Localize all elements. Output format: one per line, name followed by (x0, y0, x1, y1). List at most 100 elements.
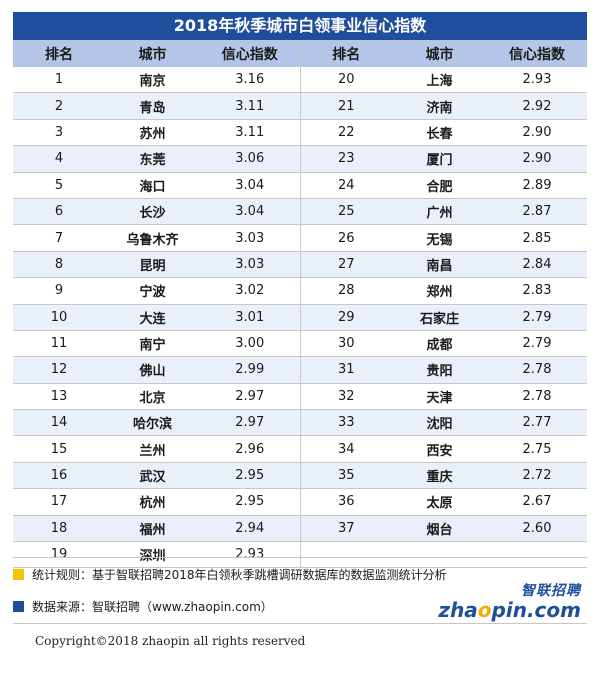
cell-rank-right: 28 (300, 277, 392, 305)
cell-city-right: 无锡 (392, 224, 487, 252)
cell-index-left: 3.11 (200, 92, 301, 120)
cell-city-left: 大连 (105, 304, 200, 331)
cell-city-left: 东莞 (105, 145, 200, 173)
blue-square-icon (13, 601, 24, 612)
cell-city-left: 哈尔滨 (105, 409, 200, 437)
source-note: 数据来源：智联招聘（www.zhaopin.com） (13, 598, 273, 615)
cell-city-left: 兰州 (105, 435, 200, 463)
cell-index-right: 2.79 (487, 330, 587, 358)
cell-city-right: 成都 (392, 330, 487, 358)
cell-rank-right: 23 (300, 145, 392, 173)
logo-en-text: zhaopin.com (438, 600, 581, 620)
header-rank-right: 排名 (300, 40, 392, 67)
table-row: 9 宁波 3.02 28 郑州 2.83 (13, 277, 587, 305)
cell-rank-left: 13 (13, 383, 105, 411)
cell-city-left: 海口 (105, 172, 200, 199)
cell-rank-right: 35 (300, 462, 392, 490)
table-row: 14 哈尔滨 2.97 33 沈阳 2.77 (13, 409, 587, 437)
cell-city-left: 乌鲁木齐 (105, 224, 200, 252)
cell-rank-right: 24 (300, 172, 392, 199)
copyright-text: Copyright©2018 zhaopin all rights reserv… (35, 634, 306, 648)
cell-index-right: 2.60 (487, 515, 587, 543)
cell-index-left: 2.95 (200, 462, 301, 490)
cell-index-left: 2.94 (200, 515, 301, 543)
table-row: 16 武汉 2.95 35 重庆 2.72 (13, 462, 587, 490)
table-row: 11 南宁 3.00 30 成都 2.79 (13, 330, 587, 358)
cell-city-right: 贵阳 (392, 356, 487, 384)
cell-rank-left: 17 (13, 488, 105, 516)
yellow-square-icon (13, 569, 24, 580)
cell-index-left: 3.03 (200, 224, 301, 252)
cell-index-right: 2.90 (487, 119, 587, 147)
source-note-text: 数据来源：智联招聘（www.zhaopin.com） (32, 600, 273, 614)
cell-city-left: 南宁 (105, 330, 200, 358)
cell-rank-right: 27 (300, 251, 392, 279)
table-row: 6 长沙 3.04 25 广州 2.87 (13, 198, 587, 226)
cell-rank-right: 33 (300, 409, 392, 437)
cell-index-right: 2.83 (487, 277, 587, 305)
header-city-left: 城市 (105, 40, 200, 67)
cell-city-left: 佛山 (105, 356, 200, 384)
cell-index-right: 2.85 (487, 224, 587, 252)
cell-city-left: 北京 (105, 383, 200, 411)
cell-index-left: 2.97 (200, 383, 301, 411)
cell-rank-right: 32 (300, 383, 392, 411)
table-row: 19 深圳 2.93 (13, 541, 587, 569)
cell-index-left: 3.06 (200, 145, 301, 173)
page-title: 2018年秋季城市白领事业信心指数 (13, 12, 587, 40)
cell-rank-right: 31 (300, 356, 392, 384)
cell-rank-left: 12 (13, 356, 105, 384)
cell-index-right: 2.79 (487, 304, 587, 331)
cell-rank-right: 36 (300, 488, 392, 516)
cell-city-right: 西安 (392, 435, 487, 463)
table-row: 17 杭州 2.95 36 太原 2.67 (13, 488, 587, 516)
cell-rank-right: 20 (300, 67, 392, 94)
cell-city-right: 广州 (392, 198, 487, 226)
cell-city-right: 南昌 (392, 251, 487, 279)
cell-index-left: 2.93 (200, 541, 301, 569)
cell-index-left: 3.02 (200, 277, 301, 305)
cell-rank-left: 19 (13, 541, 105, 569)
cell-city-right: 合肥 (392, 172, 487, 199)
cell-rank-left: 4 (13, 145, 105, 173)
table-row: 12 佛山 2.99 31 贵阳 2.78 (13, 356, 587, 384)
cell-index-right: 2.72 (487, 462, 587, 490)
cell-rank-left: 6 (13, 198, 105, 226)
header-rank-left: 排名 (13, 40, 105, 67)
table-row: 8 昆明 3.03 27 南昌 2.84 (13, 251, 587, 279)
cell-city-left: 苏州 (105, 119, 200, 147)
cell-city-right: 济南 (392, 92, 487, 120)
cell-rank-left: 11 (13, 330, 105, 358)
cell-index-right: 2.89 (487, 172, 587, 199)
ranking-table: 排名 城市 信心指数 排名 城市 信心指数 1 南京 3.16 20 上海 2.93 2 青岛… (13, 40, 587, 569)
cell-rank-left: 9 (13, 277, 105, 305)
table-header-row: 排名 城市 信心指数 排名 城市 信心指数 (13, 40, 587, 67)
cell-rank-left: 14 (13, 409, 105, 437)
cell-city-left: 武汉 (105, 462, 200, 490)
cell-rank-left: 7 (13, 224, 105, 252)
table-row: 13 北京 2.97 32 天津 2.78 (13, 383, 587, 411)
cell-index-left: 2.96 (200, 435, 301, 463)
cell-city-right: 天津 (392, 383, 487, 411)
cell-rank-right: 25 (300, 198, 392, 226)
table-row: 18 福州 2.94 37 烟台 2.60 (13, 515, 587, 543)
cell-rank-right: 29 (300, 304, 392, 331)
table-row: 5 海口 3.04 24 合肥 2.89 (13, 172, 587, 199)
cell-rank-left: 15 (13, 435, 105, 463)
cell-index-left: 3.03 (200, 251, 301, 279)
table-row: 15 兰州 2.96 34 西安 2.75 (13, 435, 587, 463)
cell-index-right (487, 541, 587, 569)
table-row: 3 苏州 3.11 22 长春 2.90 (13, 119, 587, 147)
cell-index-right: 2.78 (487, 383, 587, 411)
cell-rank-left: 10 (13, 304, 105, 331)
cell-index-left: 3.04 (200, 172, 301, 199)
cell-city-left: 南京 (105, 67, 200, 94)
cell-city-right: 重庆 (392, 462, 487, 490)
cell-rank-left: 3 (13, 119, 105, 147)
cell-rank-right: 21 (300, 92, 392, 120)
cell-index-left: 2.95 (200, 488, 301, 516)
cell-index-left: 3.11 (200, 119, 301, 147)
cell-rank-left: 8 (13, 251, 105, 279)
notes-section: 统计规则：基于智联招聘2018年白领秋季跳槽调研数据库的数据监测统计分析 数据来… (13, 557, 587, 624)
